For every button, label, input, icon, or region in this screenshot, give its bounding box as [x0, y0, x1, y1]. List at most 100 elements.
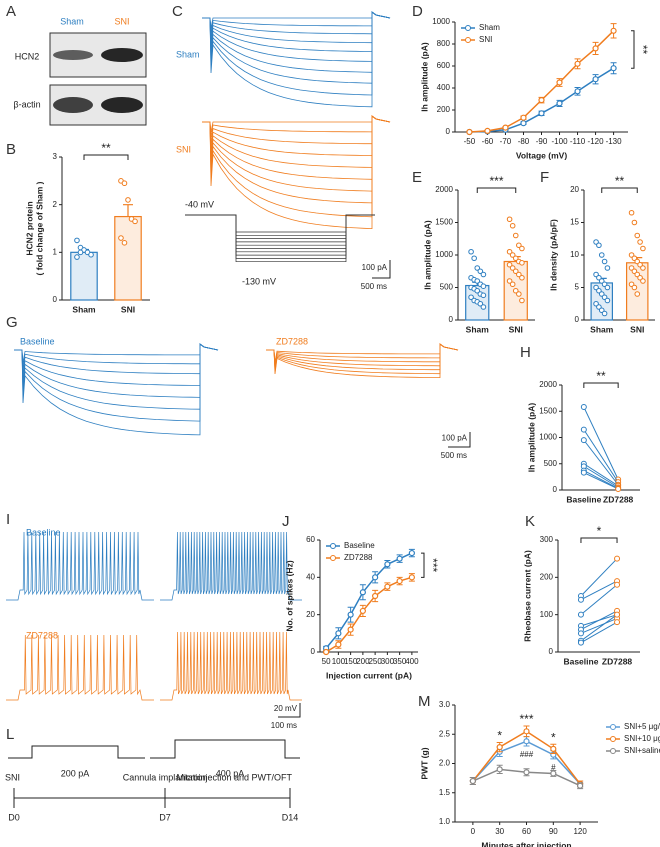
annotation: #	[551, 763, 556, 772]
significance-bracket	[631, 30, 635, 69]
y-tick-label: 1.0	[439, 817, 451, 826]
y-tick-label: 0	[575, 315, 580, 324]
protocol-step	[185, 214, 375, 253]
y-tick-label: 60	[306, 535, 315, 544]
data-point	[512, 287, 519, 294]
x-tick-label: -130	[606, 137, 623, 146]
scale-label: 100 pA	[362, 263, 388, 272]
y-tick-label: 1500	[539, 406, 557, 415]
x-tick-label: SNI	[121, 304, 135, 314]
y-tick-label: 15	[570, 218, 579, 227]
trace	[202, 11, 391, 62]
data-point	[604, 284, 611, 291]
x-tick-label: Baseline	[563, 656, 598, 666]
trace	[202, 11, 391, 108]
panel-label: D	[412, 3, 423, 20]
y-tick-label: 500	[544, 459, 558, 468]
trace-group: ZD7288	[276, 336, 308, 346]
panel-label: A	[6, 3, 16, 20]
y-tick-label: 10	[570, 250, 579, 259]
x-tick-label: ZD7288	[602, 656, 633, 666]
y-tick-label: 5	[575, 283, 580, 292]
trace	[202, 115, 391, 145]
y-tick-label: 600	[437, 61, 451, 70]
marker	[520, 120, 527, 127]
y-axis-label: Ih amplitude (pA)	[422, 220, 432, 290]
data-point	[480, 283, 487, 290]
trace	[202, 115, 391, 168]
marker	[523, 728, 530, 735]
timeline-day: D7	[159, 812, 171, 822]
panel-label: I	[6, 511, 10, 528]
annotation: ***	[519, 712, 533, 726]
marker	[550, 745, 557, 752]
pair-line	[583, 470, 619, 489]
trace	[14, 343, 219, 375]
trace	[266, 343, 459, 363]
marker	[466, 128, 473, 136]
trace	[14, 343, 219, 386]
data-point	[474, 278, 481, 284]
pair-line	[580, 614, 618, 642]
blot-band	[53, 50, 93, 60]
marker	[469, 777, 476, 785]
protocol-step	[185, 214, 375, 243]
panel-label: K	[525, 513, 535, 530]
bar	[70, 251, 98, 301]
data-point	[637, 239, 643, 245]
y-axis-label: Rheobase current (pA)	[522, 550, 532, 642]
y-tick-label: 0	[446, 127, 451, 136]
legend-marker	[610, 724, 616, 730]
x-tick-label: Sham	[72, 304, 96, 314]
blot-protein: HCN2	[15, 51, 40, 61]
y-tick-label: 1000	[432, 17, 450, 26]
trace	[202, 115, 391, 180]
x-tick-label: -120	[588, 137, 605, 146]
significance-bracket	[583, 382, 619, 388]
data-point	[121, 240, 128, 246]
y-tick-label: 3	[53, 152, 58, 161]
step-command	[8, 745, 145, 759]
y-axis-label: No. of spikes (Hz)	[284, 560, 294, 631]
panel-label: L	[6, 726, 14, 743]
panel-label: J	[282, 513, 290, 530]
x-tick-label: ZD7288	[603, 494, 634, 504]
data-point	[614, 555, 621, 562]
marker	[574, 60, 581, 67]
trace	[14, 343, 219, 363]
y-tick-label: 2	[53, 200, 58, 209]
scale-label: 100 ms	[271, 721, 297, 730]
data-point	[634, 291, 641, 297]
y-tick-label: 300	[540, 535, 554, 544]
x-tick-label: -50	[464, 137, 476, 146]
marker	[610, 65, 617, 72]
significance-bracket	[476, 187, 517, 193]
legend-label: SNI+5 μg/kg	[624, 722, 660, 731]
data-point	[631, 284, 638, 291]
y-tick-label: 100	[540, 610, 554, 619]
x-tick-label: SNI	[630, 324, 644, 334]
marker	[538, 96, 545, 104]
timeline-event: Microinjection and PWT/OFT	[176, 772, 292, 782]
trace	[202, 115, 391, 138]
data-point	[480, 304, 487, 310]
legend-label: SNI+saline	[624, 746, 660, 755]
data-point	[512, 255, 519, 262]
data-point	[77, 249, 84, 256]
timeline-day: D14	[282, 812, 299, 822]
marker	[538, 110, 545, 117]
marker	[408, 549, 415, 557]
protocol-step	[185, 214, 375, 233]
data-point	[74, 237, 80, 244]
trace	[266, 343, 459, 365]
data-point	[604, 297, 611, 304]
spike-trace	[160, 531, 302, 601]
legend-label: SNI+10 μg/kg	[624, 734, 660, 743]
blot-band	[101, 97, 143, 113]
marker	[347, 626, 354, 633]
step-label: 200 pA	[61, 768, 90, 778]
panel-label: E	[412, 169, 422, 186]
data-point	[506, 261, 513, 268]
data-point	[519, 297, 525, 304]
